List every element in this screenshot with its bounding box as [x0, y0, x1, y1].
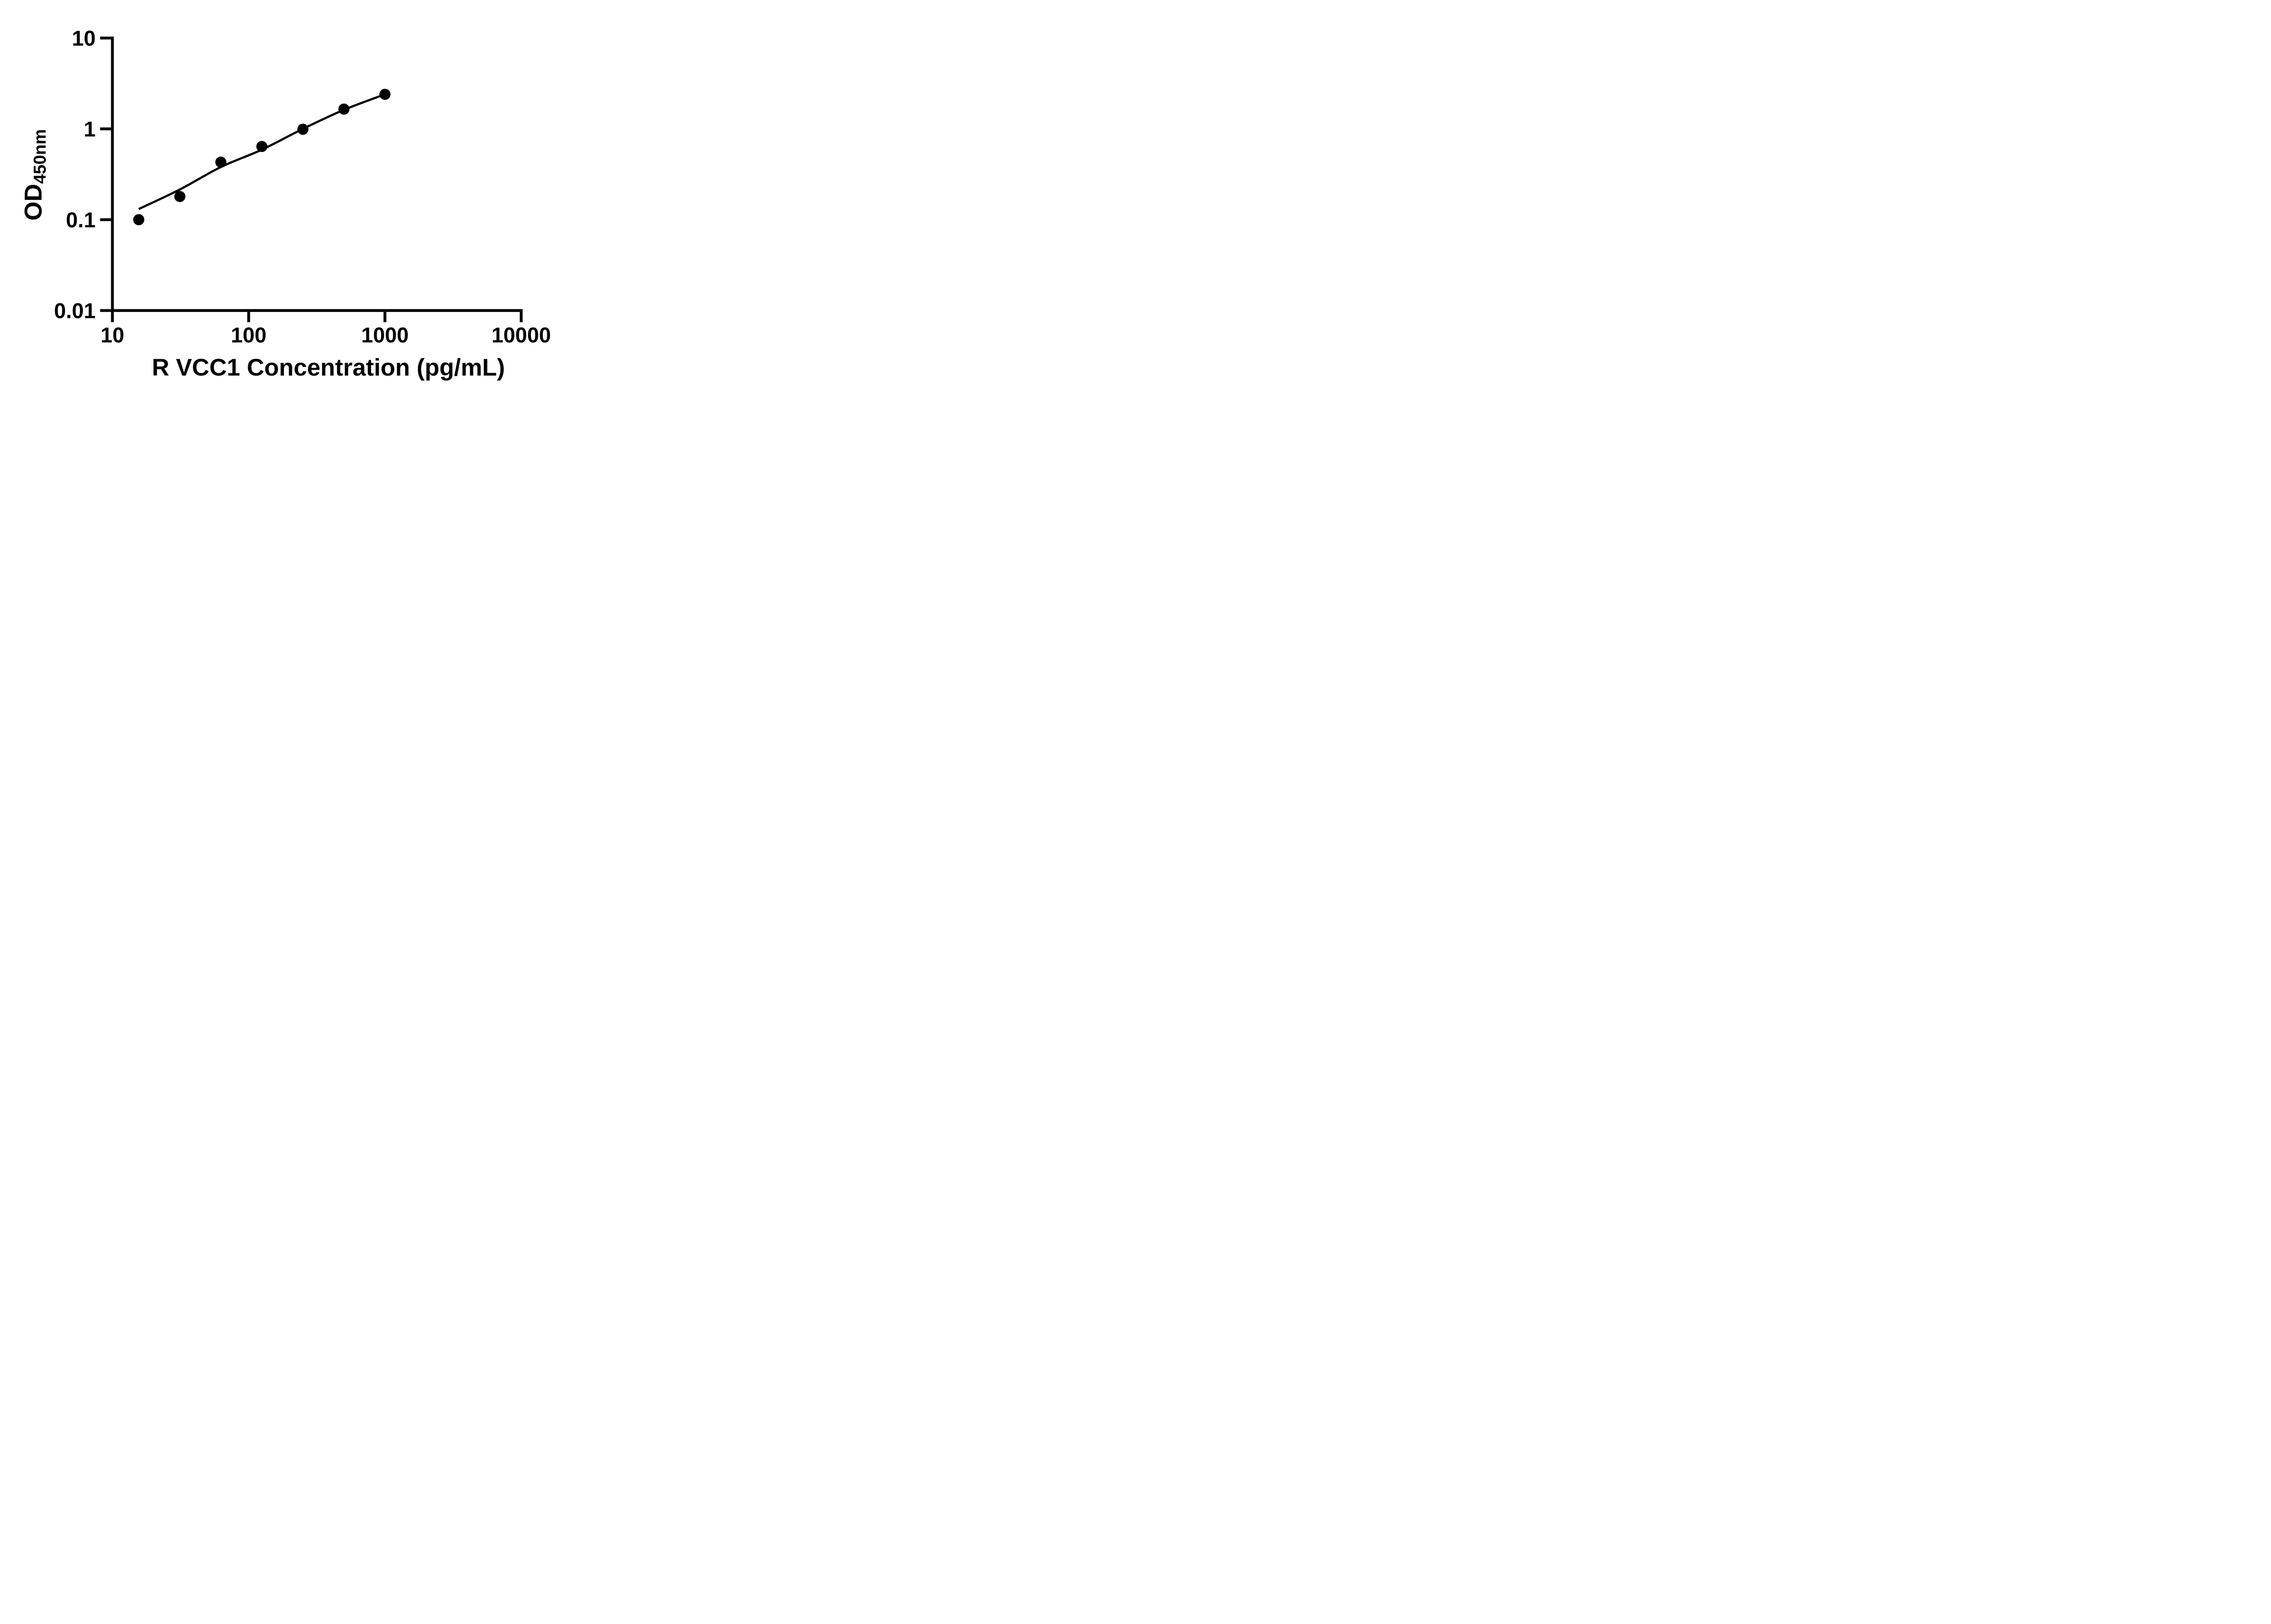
data-point-marker: [256, 141, 268, 152]
y-tick-label: 0.01: [54, 298, 96, 323]
data-point-marker: [379, 89, 391, 100]
data-point-marker: [338, 104, 350, 115]
y-tick-label: 0.1: [66, 208, 96, 232]
x-axis-title: R VCC1 Concentration (pg/mL): [152, 354, 505, 381]
plot-canvas: [100, 36, 523, 322]
y-tick-label: 1: [84, 117, 96, 141]
x-tick-label: 10000: [491, 323, 551, 347]
x-tick-label: 100: [231, 323, 267, 347]
elisa-standard-curve-figure: R VCC1 Concentration (pg/mL) OD450nm 10 1…: [0, 0, 584, 406]
y-axis-title: OD450nm: [20, 129, 50, 220]
x-tick-label: 10: [100, 323, 124, 347]
y-tick-label: 10: [72, 26, 96, 50]
data-point-marker: [133, 214, 144, 225]
x-tick-label: 1000: [361, 323, 409, 347]
data-point-marker: [297, 124, 309, 135]
data-point-marker: [174, 191, 186, 202]
data-point-marker: [215, 156, 227, 168]
